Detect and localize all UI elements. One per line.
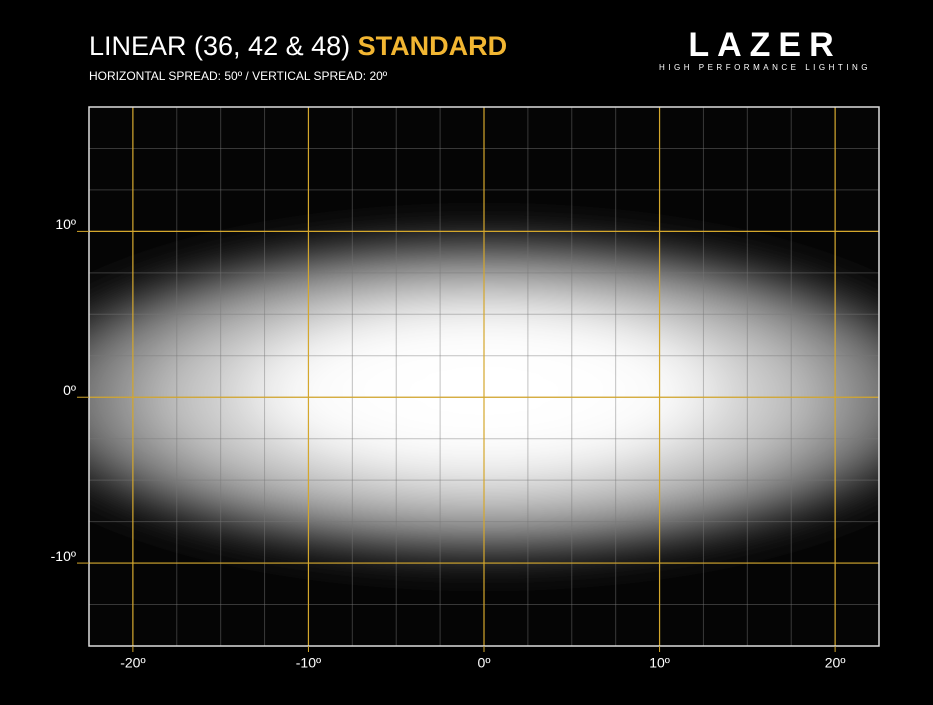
y-tick-label: -10º [51,548,76,564]
x-tick-label: -20º [120,655,145,671]
x-tick-label: 10º [649,655,670,671]
x-tick-label: 0º [478,655,491,671]
y-tick-label: 10º [55,216,76,232]
chart-title: LINEAR (36, 42 & 48) STANDARD [89,31,507,61]
x-tick-label: -10º [296,655,321,671]
x-tick-label: 20º [825,655,846,671]
title: LINEAR (36, 42 & 48) [89,31,350,61]
subtitle: HORIZONTAL SPREAD: 50º / VERTICAL SPREAD… [89,69,388,83]
title-highlight: STANDARD [358,31,508,61]
y-tick-label: 0º [63,382,76,398]
logo: LAZER [688,26,841,64]
tagline: HIGH PERFORMANCE LIGHTING [659,63,871,72]
